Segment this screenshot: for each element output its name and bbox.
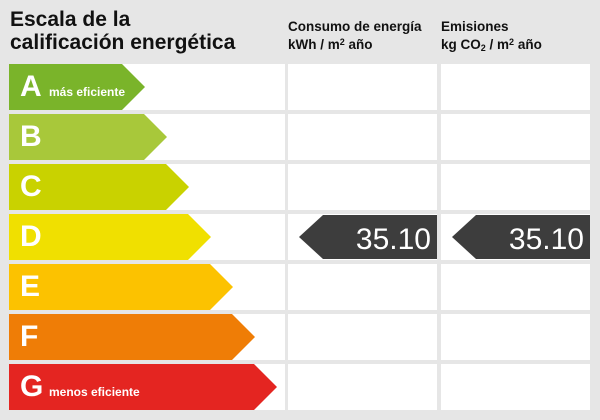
consumo-cell [288,314,437,360]
rating-bar-cell: B [9,114,285,160]
rating-letter: F [20,320,39,353]
rating-letter: B [20,120,42,153]
emisiones-unit-post: año [514,37,542,52]
rating-arrow-b: B [9,114,167,160]
rating-arrow-e: E [9,264,233,310]
rating-bar-cell: C [9,164,285,210]
consumo-value: 35.10 [355,223,431,256]
rating-letter: D [20,220,42,253]
rating-note: más eficiente [49,85,126,99]
rating-row-c: C [0,164,600,210]
rating-bar-cell: D [9,214,285,260]
rating-letter: A [20,70,42,103]
consumo-cell: 35.10 [288,214,437,260]
rating-bar-cell: F [9,314,285,360]
rating-arrow-d: D [9,214,211,260]
emisiones-cell: 35.10 [441,214,590,260]
rating-letter: G [20,370,44,403]
emisiones-marker: 35.10 [452,215,590,259]
rating-arrow-f: F [9,314,255,360]
emisiones-unit: kg CO2 / m2 año [441,36,542,54]
rating-bar-cell: E [9,264,285,310]
label-title: Escala de la calificación energética [10,8,280,54]
rating-row-b: B [0,114,600,160]
emisiones-unit-mid: / m [485,37,510,52]
consumo-cell [288,364,437,410]
emisiones-title: Emisiones [441,19,509,34]
emisiones-unit-text: kg CO [441,37,481,52]
consumo-cell [288,114,437,160]
rating-arrow-c: C [9,164,189,210]
emisiones-cell [441,264,590,310]
rating-row-e: E [0,264,600,310]
consumo-unit: kWh / m2 año [288,36,422,54]
consumo-cell [288,64,437,110]
consumo-header: Consumo de energía kWh / m2 año [288,18,422,54]
consumo-cell [288,164,437,210]
title-line-2: calificación energética [10,31,236,54]
consumo-unit-post: año [344,37,373,52]
consumo-unit-text: kWh / m [288,37,340,52]
emisiones-cell [441,114,590,160]
emisiones-cell [441,64,590,110]
rating-row-d: D 35.10 35.10 [0,214,600,260]
consumo-unit-sup: 2 [339,37,345,47]
consumo-cell [288,264,437,310]
emisiones-header: Emisiones kg CO2 / m2 año [441,18,542,54]
emisiones-cell [441,364,590,410]
rating-letter: C [20,170,42,203]
rating-row-f: F [0,314,600,360]
emisiones-cell [441,314,590,360]
rating-letter: E [20,270,41,303]
emisiones-value: 35.10 [508,223,584,256]
title-line-1: Escala de la [10,8,131,31]
rating-note: menos eficiente [49,385,140,399]
consumo-marker: 35.10 [299,215,437,259]
consumo-title: Consumo de energía [288,19,422,34]
emisiones-unit-sup: 2 [509,37,515,47]
emisiones-unit-sub: 2 [480,43,486,53]
emisiones-cell [441,164,590,210]
